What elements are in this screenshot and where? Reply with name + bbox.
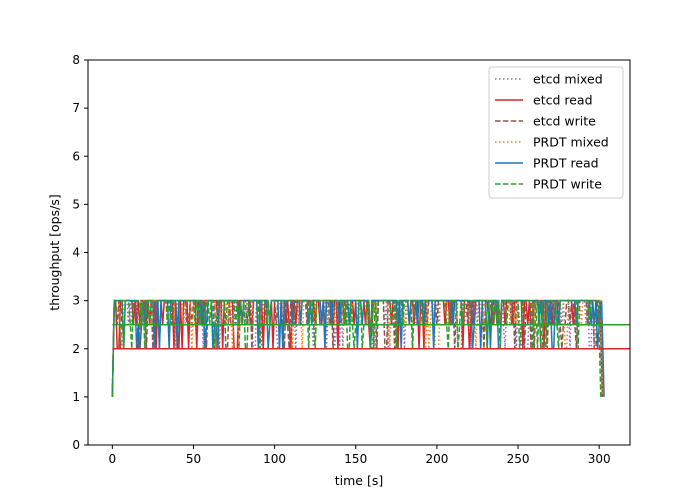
x-tick-label: 0 xyxy=(109,452,117,466)
y-tick-label: 6 xyxy=(72,149,80,163)
legend-label: etcd write xyxy=(533,114,596,129)
x-tick-label: 300 xyxy=(588,452,611,466)
x-tick-label: 150 xyxy=(344,452,367,466)
y-tick-label: 1 xyxy=(72,390,80,404)
legend-label: etcd read xyxy=(533,93,593,108)
legend-label: PRDT mixed xyxy=(533,135,609,150)
y-tick-label: 0 xyxy=(72,438,80,452)
x-tick-label: 200 xyxy=(425,452,448,466)
x-axis-label: time [s] xyxy=(335,473,383,488)
series-line-prdt-mixed xyxy=(111,299,604,397)
x-tick-label: 250 xyxy=(507,452,530,466)
y-tick-label: 8 xyxy=(72,53,80,67)
y-tick-label: 3 xyxy=(72,294,80,308)
y-tick-label: 7 xyxy=(72,101,80,115)
axes: 0 50 100 150 200 250 300 0 1 2 3 4 5 6 7 8 time [s] throu… xyxy=(47,53,631,488)
y-tick-label: 5 xyxy=(72,197,80,211)
legend: etcd mixed etcd read etcd write PRDT mixed P… xyxy=(488,66,624,199)
y-tick-label: 4 xyxy=(72,246,80,260)
x-tick-label: 100 xyxy=(263,452,286,466)
legend-label: etcd mixed xyxy=(533,72,603,87)
y-tick-label: 2 xyxy=(72,342,80,356)
legend-label: PRDT write xyxy=(533,177,602,192)
y-axis-label: throughput [ops/s] xyxy=(47,194,62,310)
x-tick-label: 50 xyxy=(186,452,201,466)
legend-label: PRDT read xyxy=(533,156,599,171)
plot-area xyxy=(111,299,630,397)
